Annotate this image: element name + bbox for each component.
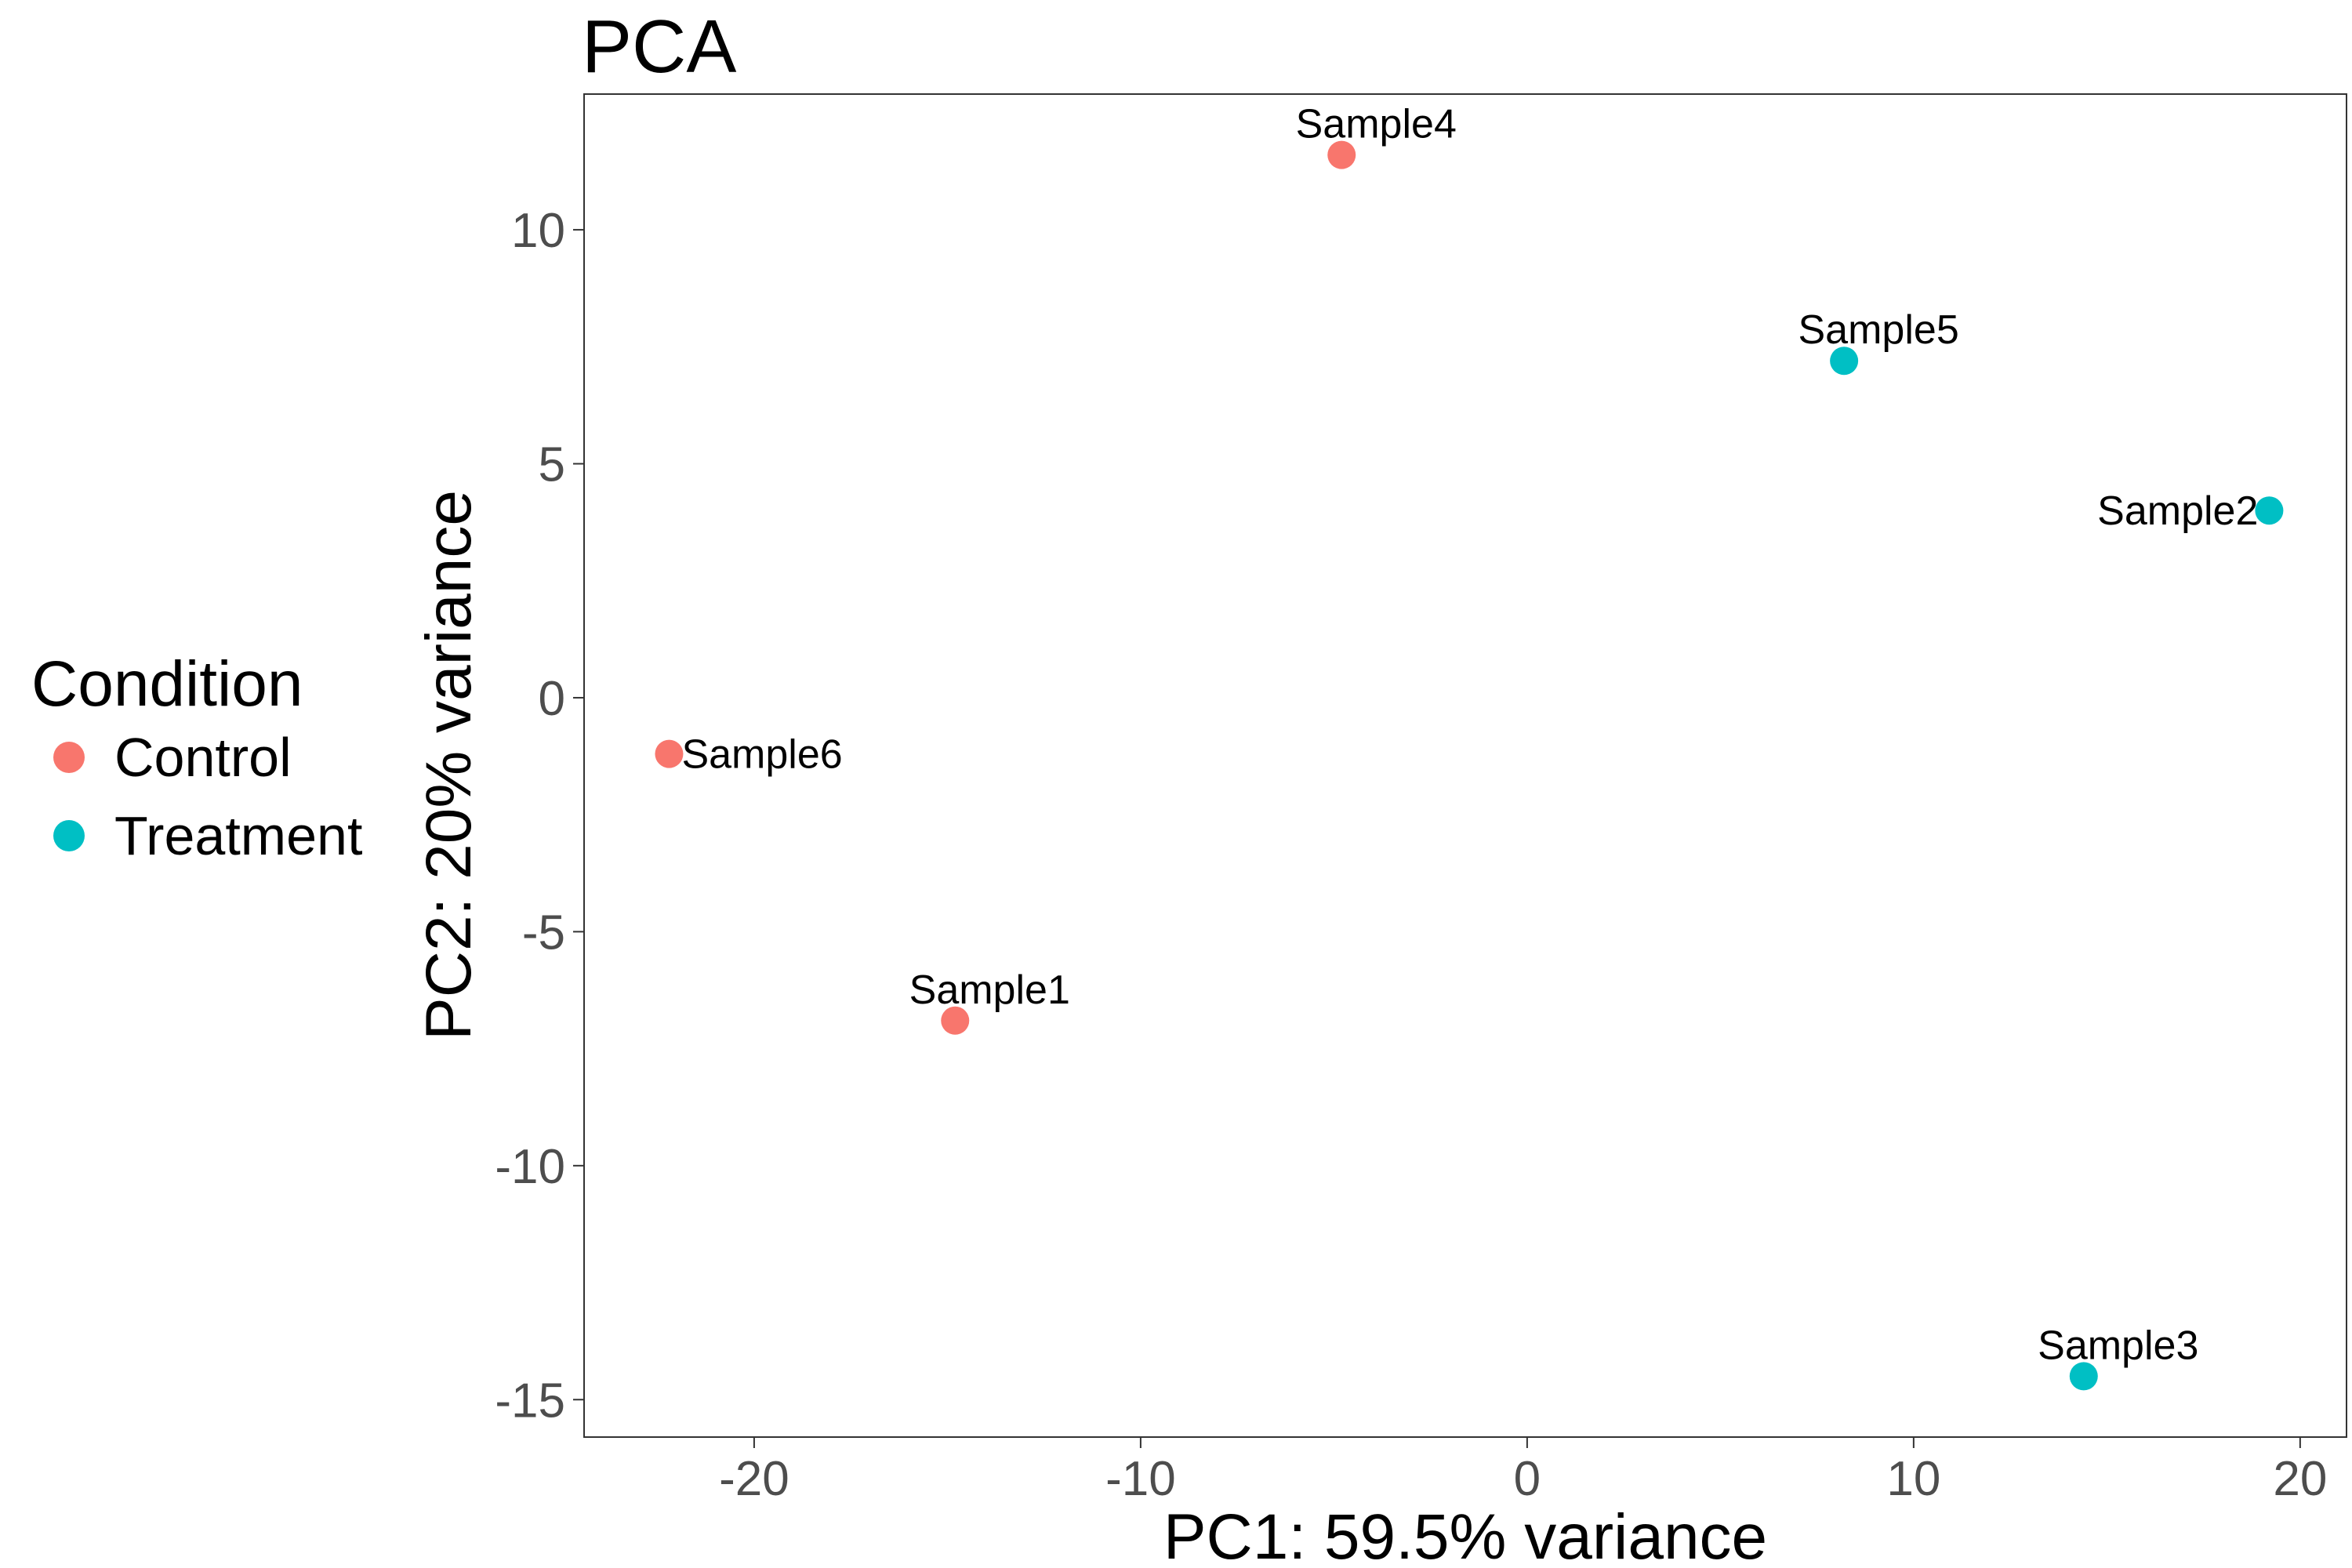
x-tick-label: -10 — [1105, 1452, 1176, 1506]
x-tick-label: 0 — [1514, 1452, 1541, 1506]
y-tick-label: -10 — [495, 1140, 565, 1194]
y-axis: -15 -10 -5 0 5 10 — [495, 204, 584, 1428]
data-point-label: Sample4 — [1296, 102, 1457, 147]
x-tick-label: 10 — [1886, 1452, 1940, 1506]
x-axis-title: PC1: 59.5% variance — [1163, 1501, 1767, 1568]
data-point — [941, 1006, 970, 1035]
x-tick-label: 20 — [2273, 1452, 2327, 1506]
legend-key-treatment — [53, 820, 85, 851]
y-tick-label: -5 — [522, 906, 565, 960]
data-point-label: Sample6 — [681, 732, 842, 778]
data-point — [1830, 347, 1859, 376]
legend-key-control — [53, 742, 85, 773]
data-point-labels: Sample1 Sample4 Sample6 Sample2 Sample3 Sampl… — [681, 102, 2258, 1369]
chart-title: PCA — [582, 5, 736, 89]
y-tick-label: 10 — [511, 204, 565, 258]
data-point — [655, 739, 684, 768]
data-point — [1327, 140, 1356, 169]
legend-title: Condition — [31, 648, 303, 720]
y-axis-title: PC2: 20% variance — [413, 490, 485, 1040]
data-point-label: Sample3 — [2038, 1323, 2198, 1368]
data-point — [2069, 1362, 2098, 1391]
y-tick-label: 5 — [539, 438, 565, 492]
x-axis: -20 -10 0 10 20 — [719, 1437, 2327, 1506]
data-point-label: Sample1 — [909, 967, 1070, 1013]
data-point-label: Sample2 — [2097, 488, 2258, 534]
data-points — [655, 140, 2284, 1391]
legend-label-control: Control — [114, 727, 292, 788]
data-point — [2255, 496, 2284, 525]
y-tick-label: 0 — [539, 672, 565, 726]
legend-label-treatment: Treatment — [114, 805, 362, 866]
plot-panel — [583, 93, 2347, 1438]
y-tick-label: -15 — [495, 1374, 565, 1428]
x-tick-label: -20 — [719, 1452, 789, 1506]
legend: Condition Control Treatment — [31, 648, 362, 866]
data-point-label: Sample5 — [1798, 307, 1959, 353]
